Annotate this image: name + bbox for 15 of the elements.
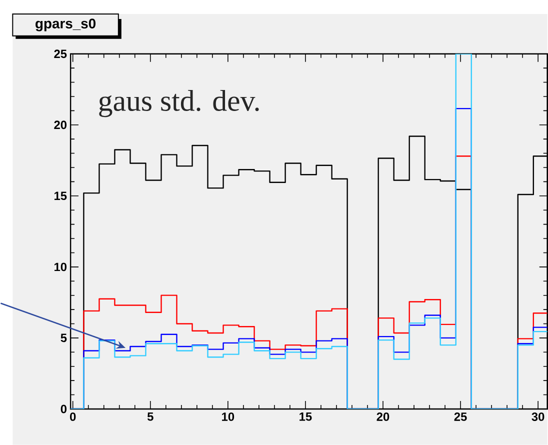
x-tick-label: 0 (70, 412, 76, 421)
y-tick-label: 5 (60, 334, 67, 342)
annotation: gaus std. dev. (99, 90, 259, 118)
x-tick-label: 5 (147, 412, 154, 421)
x-tick-label: 25 (454, 412, 467, 421)
x-tick-label: 20 (376, 412, 390, 421)
x-tick-label: 15 (300, 412, 312, 421)
y-tick-label: 20 (54, 120, 67, 130)
x-tick-label: 30 (532, 412, 544, 422)
chart-title: gpars_s0 (36, 18, 96, 32)
y-tick-label: 10 (54, 262, 67, 272)
x-tick-label: 10 (222, 412, 234, 421)
y-tick-label: 0 (60, 404, 67, 414)
y-tick-label: 25 (54, 50, 67, 58)
y-tick-label: 15 (54, 192, 67, 200)
